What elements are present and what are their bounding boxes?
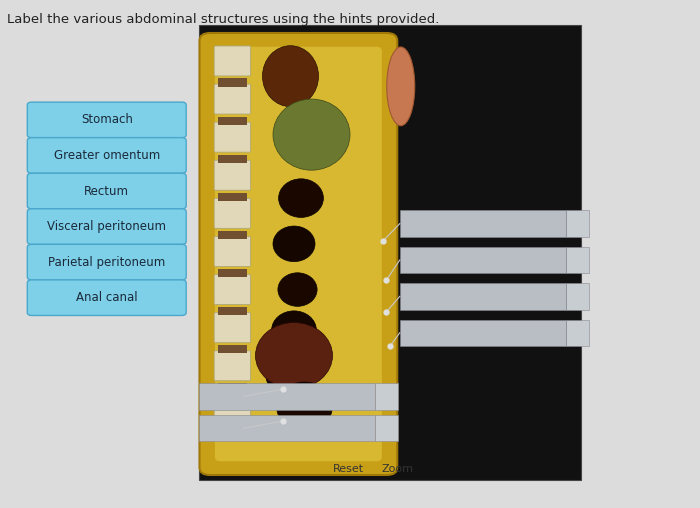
Bar [400, 320, 566, 346]
Ellipse shape [276, 382, 332, 431]
Bar [375, 383, 398, 409]
Bar [566, 283, 589, 309]
Text: Reset: Reset [332, 464, 364, 473]
FancyBboxPatch shape [27, 173, 186, 209]
Text: Stomach: Stomach [80, 113, 133, 126]
Bar [400, 247, 566, 273]
Bar [218, 193, 247, 201]
Text: Visceral peritoneum: Visceral peritoneum [48, 220, 167, 233]
Bar [218, 307, 247, 315]
FancyBboxPatch shape [214, 313, 251, 343]
Ellipse shape [262, 46, 318, 107]
FancyBboxPatch shape [214, 237, 251, 267]
Bar [375, 415, 398, 441]
FancyBboxPatch shape [27, 209, 186, 244]
Text: Zoom: Zoom [382, 464, 414, 473]
FancyBboxPatch shape [214, 161, 251, 190]
Ellipse shape [273, 226, 315, 262]
Bar [199, 415, 375, 441]
Text: Parietal peritoneum: Parietal peritoneum [48, 256, 165, 269]
Bar [199, 383, 375, 409]
Ellipse shape [386, 47, 414, 126]
Bar [218, 79, 247, 87]
FancyBboxPatch shape [27, 280, 186, 315]
FancyBboxPatch shape [214, 46, 251, 76]
Bar [400, 283, 566, 309]
Bar [218, 155, 247, 163]
FancyBboxPatch shape [214, 199, 251, 229]
Bar [218, 269, 247, 277]
Bar [566, 320, 589, 346]
Ellipse shape [279, 179, 323, 217]
FancyBboxPatch shape [27, 138, 186, 173]
Ellipse shape [272, 311, 316, 350]
FancyBboxPatch shape [214, 351, 251, 381]
Bar [566, 210, 589, 237]
Bar [218, 345, 247, 354]
Bar [199, 25, 581, 480]
Ellipse shape [278, 273, 317, 306]
Ellipse shape [273, 99, 350, 170]
Ellipse shape [256, 323, 332, 389]
FancyBboxPatch shape [199, 33, 397, 475]
Text: Rectum: Rectum [84, 184, 130, 198]
Bar [218, 384, 247, 392]
Ellipse shape [266, 358, 308, 394]
Text: Anal canal: Anal canal [76, 291, 138, 304]
FancyBboxPatch shape [215, 47, 382, 461]
FancyBboxPatch shape [27, 102, 186, 138]
FancyBboxPatch shape [214, 389, 251, 419]
FancyBboxPatch shape [214, 275, 251, 305]
Text: Greater omentum: Greater omentum [54, 149, 160, 162]
Text: Label the various abdominal structures using the hints provided.: Label the various abdominal structures u… [7, 13, 440, 26]
Bar [218, 231, 247, 239]
FancyBboxPatch shape [27, 244, 186, 280]
FancyBboxPatch shape [214, 84, 251, 114]
Bar [566, 247, 589, 273]
Bar [400, 210, 566, 237]
FancyBboxPatch shape [214, 122, 251, 152]
Bar [218, 117, 247, 125]
